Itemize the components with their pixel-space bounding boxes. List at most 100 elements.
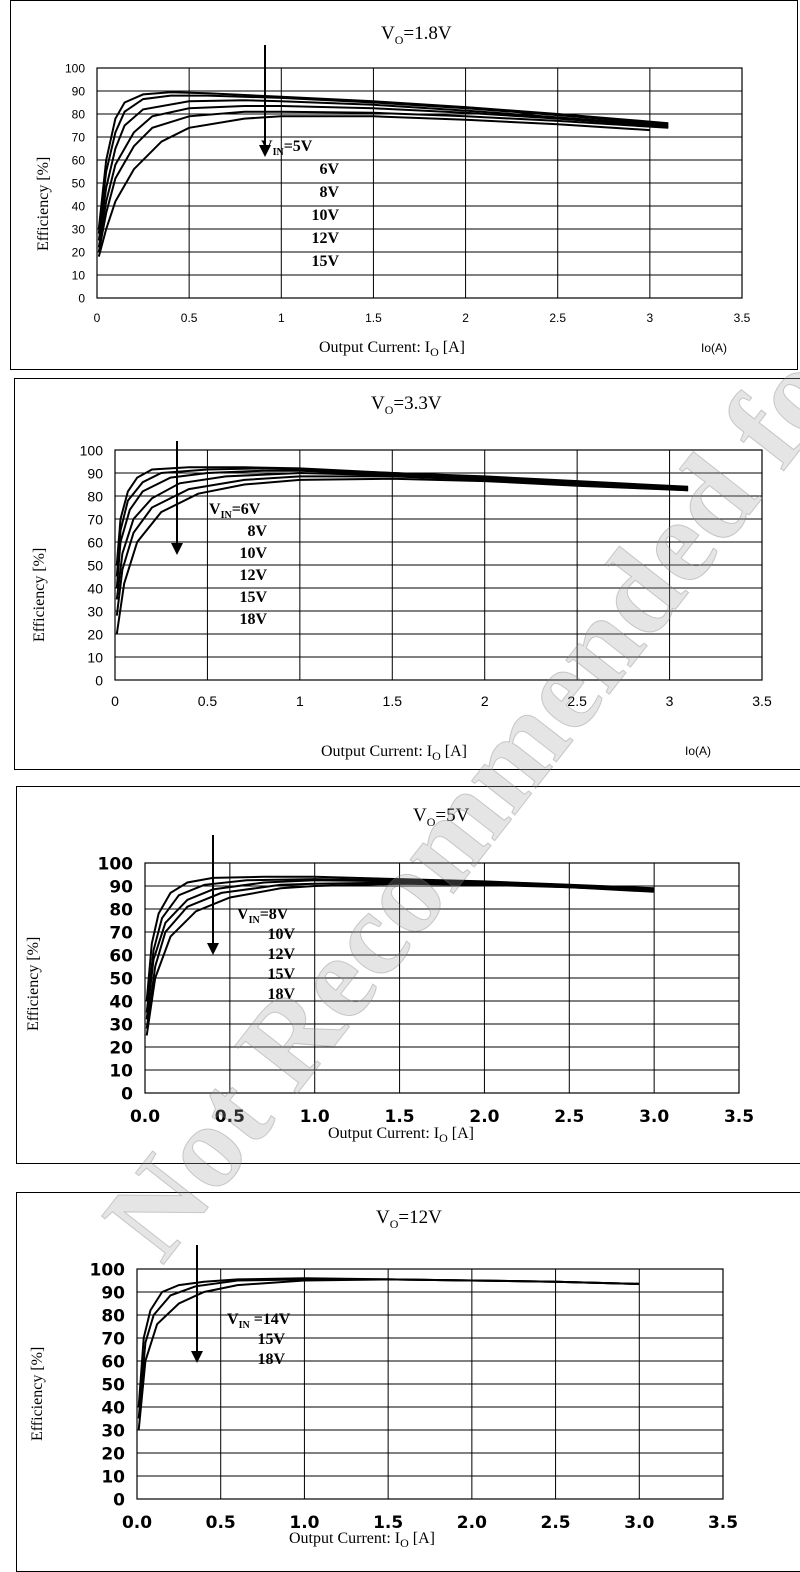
x-tick-label: 0: [111, 693, 119, 709]
y-tick-label: 90: [72, 85, 86, 99]
x-tick-label: 3.0: [639, 1107, 669, 1127]
x-tick-label: 1: [296, 693, 304, 709]
x-axis-label-tail: [A]: [440, 743, 467, 760]
y-tick-label: 10: [72, 269, 86, 283]
series-line-5: [145, 882, 655, 1036]
x-axis-label: Output Current: IO [A]: [319, 339, 465, 360]
y-tick-label: 0: [121, 1084, 133, 1104]
x-axis-label-sub: O: [430, 345, 439, 360]
vin-label-text: 15V: [257, 1331, 285, 1348]
x-unit-label: Io(A): [701, 341, 728, 355]
chart-svg: 0 10 20 30 40 50 60 70 80 90 100 0.0 0.5 1.0 1.5 2.0 2.5…: [98, 835, 754, 1127]
arrow-head: [207, 943, 219, 955]
series-line-1: [97, 91, 669, 230]
x-axis-label-sub: O: [439, 1131, 448, 1146]
x-tick-label: 2.0: [457, 1513, 487, 1533]
y-tick-label: 70: [72, 131, 86, 145]
chart-title: VO=12V: [376, 1207, 442, 1232]
x-tick-label: 3.0: [624, 1513, 654, 1533]
x-axis-label-sub: O: [432, 749, 441, 764]
y-tick-label: 60: [87, 534, 103, 550]
x-tick-label: 1.5: [385, 1107, 415, 1127]
series-line-5: [115, 475, 689, 616]
x-tick-label: 2.5: [541, 1513, 571, 1533]
x-tick-label: 1.5: [373, 1513, 403, 1533]
vin-label-6: 18V: [239, 611, 267, 628]
y-tick-label: 30: [101, 1421, 125, 1441]
y-tick-label: 0: [78, 292, 85, 306]
gridlines: [96, 67, 743, 299]
vin-label-text: VIN=5V: [261, 138, 313, 158]
vin-label-text: VIN=8V: [237, 906, 289, 926]
y-tick-label: 10: [109, 1061, 133, 1081]
vin-label-2: 6V: [319, 161, 339, 178]
vin-label-1: VIN=6V: [209, 501, 261, 521]
y-tick-label: 90: [101, 1283, 125, 1303]
y-tick-label: 80: [87, 488, 103, 504]
y-tick-label: 40: [87, 580, 103, 596]
y-axis-label: Efficiency [%]: [35, 156, 52, 251]
plot-frame: [114, 449, 763, 681]
y-tick-label: 50: [109, 969, 133, 989]
y-tick-label: 100: [98, 854, 134, 874]
chart-title-tail: =12V: [398, 1207, 442, 1228]
chart-svg: 0 10 20 30 40 50 60 70 80 90 100 0 0.5 1 1.5 2 2.5 3 3.5 VI…: [80, 441, 772, 709]
y-tick-label: 80: [109, 900, 133, 920]
vin-label-2: 10V: [267, 926, 295, 943]
vin-label-text: 8V: [319, 184, 339, 201]
y-tick-label: 100: [65, 62, 85, 76]
x-tick-label: 1.0: [300, 1107, 330, 1127]
y-tick-label: 80: [101, 1306, 125, 1326]
x-axis-label-tail: [A]: [408, 1530, 435, 1547]
x-tick-label: 2.0: [469, 1107, 499, 1127]
y-tick-label: 40: [72, 200, 86, 214]
vin-label-3: 18V: [257, 1351, 285, 1368]
chart-title-main: V: [381, 23, 395, 44]
y-tick-label: 90: [109, 877, 133, 897]
x-tick-label: 2: [481, 693, 489, 709]
chart-title: VO=5V: [413, 805, 469, 830]
series-line-1: [115, 466, 689, 566]
x-tick-label: 3.5: [734, 311, 751, 325]
vin-label-text: 6V: [319, 161, 339, 178]
plot-frame: [136, 1268, 724, 1500]
vin-label-text: 10V: [267, 926, 295, 943]
x-unit-label: Io(A): [685, 744, 712, 758]
y-tick-label: 100: [80, 442, 104, 458]
vin-label-1: VIN=8V: [237, 906, 289, 926]
vin-label-text: 10V: [311, 207, 339, 224]
vin-label-1: VIN =14V: [227, 1311, 291, 1331]
vin-label-3: 12V: [267, 946, 295, 963]
vin-label-text: VIN=6V: [209, 501, 261, 521]
series-line-2: [145, 878, 655, 1013]
vin-label-text: 12V: [239, 567, 267, 584]
chart-title-tail: =5V: [435, 805, 470, 826]
x-axis-label: Output Current: IO [A]: [289, 1530, 435, 1551]
vin-label-3: 8V: [319, 184, 339, 201]
vin-label-text: 12V: [311, 230, 339, 247]
series-line-4: [145, 881, 655, 1029]
chart-panel-2: VO=3.3V 0 10 20 30 40 50 60 70 80 90 100 0 0.5 1 1.5 2 2.…: [14, 378, 800, 770]
chart-title-sub: O: [426, 814, 436, 829]
chart-title-sub: O: [389, 1216, 399, 1231]
vin-label-4: 15V: [267, 966, 295, 983]
vin-label-2: 8V: [247, 523, 267, 540]
vin-label-text: 8V: [247, 523, 267, 540]
vin-label-3: 10V: [239, 545, 267, 562]
y-tick-label: 70: [87, 511, 103, 527]
series-line-2: [137, 1278, 640, 1419]
x-tick-label: 3.5: [708, 1513, 738, 1533]
x-tick-label: 2.5: [549, 311, 566, 325]
chart-title-tail: =1.8V: [403, 23, 452, 44]
arrow-head: [259, 145, 271, 157]
series-line-6: [97, 115, 650, 257]
x-tick-label: 1.5: [365, 311, 382, 325]
y-tick-label: 20: [101, 1444, 125, 1464]
x-tick-label: 1.0: [289, 1513, 319, 1533]
y-tick-label: 10: [101, 1467, 125, 1487]
series-line-1: [137, 1277, 640, 1408]
vin-label-text: 15V: [267, 966, 295, 983]
x-tick-label: 0.0: [122, 1513, 152, 1533]
series-line-3: [97, 99, 669, 241]
chart-title: VO=1.8V: [381, 23, 452, 48]
